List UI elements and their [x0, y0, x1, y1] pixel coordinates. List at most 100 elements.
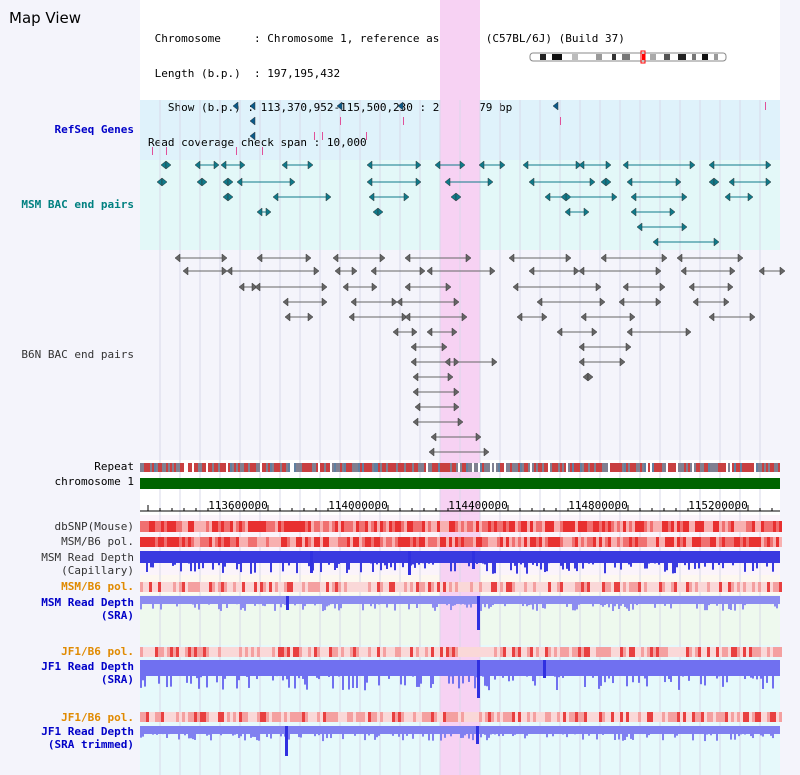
depth-bar [338, 604, 340, 611]
repeat-segment [546, 463, 548, 472]
depth-bar [424, 563, 426, 569]
heat-cell [590, 582, 593, 592]
heat-cell [629, 582, 632, 592]
heat-cell [470, 712, 473, 722]
depth-bar [198, 676, 200, 689]
heat-cell [638, 582, 641, 592]
heat-cell [167, 647, 170, 657]
repeat-segment [148, 463, 150, 472]
label-refseq[interactable]: RefSeq Genes [54, 123, 134, 136]
ideogram-marker [640, 50, 646, 64]
heat-cell [302, 582, 305, 592]
heat-cell [140, 582, 143, 592]
heat-cell [329, 521, 332, 532]
heat-cell [440, 647, 443, 657]
heat-cell [539, 582, 542, 592]
msm-bac-pair-end [605, 177, 612, 187]
heat-cell [485, 521, 488, 532]
depth-bar [546, 563, 548, 572]
heat-cell [389, 521, 392, 532]
depth-bar [576, 563, 578, 572]
heat-cell [620, 537, 623, 547]
repeat-segment [404, 463, 406, 472]
heat-cell [155, 647, 158, 657]
heat-cell [635, 712, 638, 722]
heat-cell [143, 537, 146, 547]
heat-cell [311, 582, 314, 592]
heat-cell [173, 647, 176, 657]
b6n-bac-pair-end [723, 297, 730, 307]
repeat-segment [470, 463, 472, 472]
depth-bar [574, 563, 576, 569]
heat-cell [509, 647, 512, 657]
depth-bar [602, 604, 604, 607]
heat-cell [248, 537, 251, 547]
heat-cell [593, 582, 596, 592]
heat-cell [719, 647, 722, 657]
b6n-bac-pair-start [412, 387, 419, 397]
repeat-segment [716, 463, 718, 472]
repeat-segment [388, 463, 390, 472]
depth-bar [614, 563, 616, 568]
heat-cell [203, 647, 206, 657]
heat-cell [209, 537, 212, 547]
heat-cell [212, 537, 215, 547]
repeat-segment [740, 463, 742, 472]
heat-cell [236, 537, 239, 547]
repeat-segment [488, 463, 490, 472]
depth-bar [474, 676, 476, 689]
heat-cell [431, 521, 434, 532]
depth-bar [592, 676, 594, 678]
depth-bar [416, 604, 418, 608]
heat-cell [557, 582, 560, 592]
heat-cell [164, 712, 167, 722]
depth-bar [762, 676, 764, 689]
depth-bar [288, 676, 290, 688]
heat-cell [254, 537, 257, 547]
heat-cell [602, 521, 605, 532]
heat-cell [467, 647, 470, 657]
msm-bac-pair-end [589, 177, 596, 187]
heat-cell [767, 521, 770, 532]
heat-cell [170, 712, 173, 722]
label-msm-bac[interactable]: MSM BAC end pairs [21, 198, 134, 211]
heat-cell [680, 537, 683, 547]
heat-cell [470, 647, 473, 657]
depth-bar [706, 734, 708, 735]
repeat-segment [596, 463, 598, 472]
depth-bar [340, 604, 342, 609]
heat-cell [701, 582, 704, 592]
heat-cell [362, 521, 365, 532]
b6n-bac-pair-end [727, 282, 734, 292]
heat-cell [311, 521, 314, 532]
repeat-segment [630, 463, 632, 472]
repeat-segment [758, 463, 760, 472]
heat-cell [653, 582, 656, 592]
heat-cell [329, 647, 332, 657]
heat-cell [257, 712, 260, 722]
depth-bar [526, 604, 528, 607]
heat-cell [569, 647, 572, 657]
heat-cell [698, 582, 701, 592]
heat-cell [512, 521, 515, 532]
heat-cell [554, 521, 557, 532]
repeat-segment [614, 463, 616, 472]
msm-bac-pair-end [765, 160, 772, 170]
repeat-segment [324, 463, 326, 472]
depth-bar [584, 676, 586, 688]
heat-cell [152, 582, 155, 592]
heat-cell [461, 582, 464, 592]
heat-cell [392, 582, 395, 592]
heat-cell [545, 712, 548, 722]
heat-cell [455, 521, 458, 532]
heat-cell [395, 521, 398, 532]
heat-cell [188, 521, 191, 532]
label-b6n-bac[interactable]: B6N BAC end pairs [21, 348, 134, 361]
heat-cell [338, 647, 341, 657]
depth-bar [566, 563, 568, 569]
heat-cell [683, 537, 686, 547]
depth-spike [285, 726, 288, 756]
heat-cell [755, 521, 758, 532]
heat-cell [416, 647, 419, 657]
